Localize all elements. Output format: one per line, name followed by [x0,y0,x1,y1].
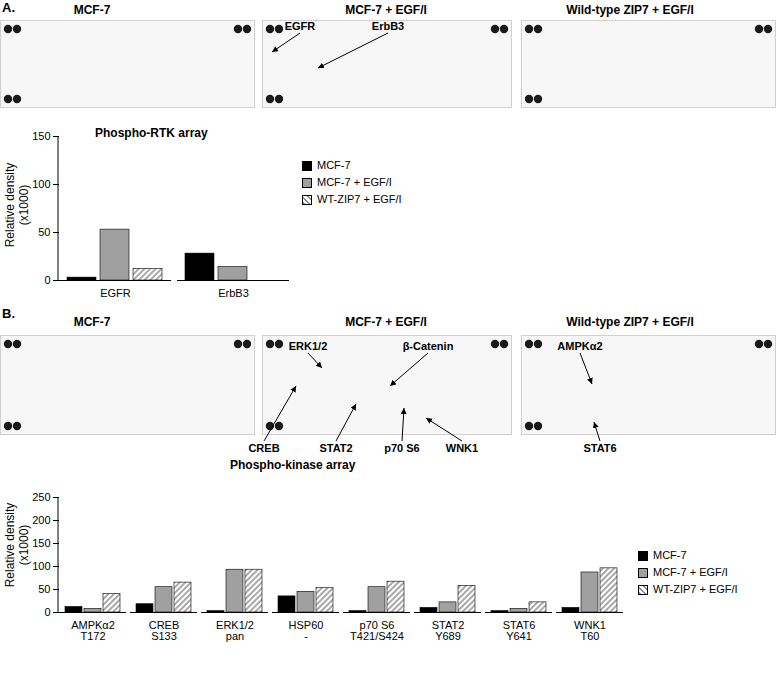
svg-text:Relative density(x1000): Relative density(x1000) [3,503,31,588]
svg-text:WNK1T60: WNK1T60 [574,619,606,642]
html-text:Phospho-RTK array: Phospho-RTK array [95,126,208,140]
svg-text:50: 50 [38,226,50,238]
svg-text:200: 200 [32,514,50,526]
svg-text:150: 150 [32,537,50,549]
svg-text:AMPKα2: AMPKα2 [557,340,602,352]
svg-text:STAT2Y689: STAT2Y689 [432,619,465,642]
svg-text:β-Catenin: β-Catenin [403,340,454,352]
svg-text:150: 150 [32,130,50,142]
svg-text:STAT2: STAT2 [319,442,352,454]
svg-text:B.: B. [2,306,15,321]
svg-text:CREBS133: CREBS133 [149,619,180,642]
svg-text:STAT6: STAT6 [583,442,616,454]
svg-text:50: 50 [38,583,50,595]
svg-text:Wild-type ZIP7 + EGF/I: Wild-type ZIP7 + EGF/I [566,3,694,17]
svg-text:MCF-7 + EGF/I: MCF-7 + EGF/I [345,3,427,17]
svg-text:250: 250 [32,491,50,503]
svg-text:MCF-7 + EGF/I: MCF-7 + EGF/I [345,315,427,329]
svg-text:0: 0 [44,606,50,618]
svg-text:p70 S6: p70 S6 [384,442,419,454]
html-text:MCF-7: MCF-7 [317,159,351,171]
svg-text:100: 100 [32,560,50,572]
svg-text:ErbB3: ErbB3 [218,287,249,299]
svg-text:p70 S6T421/S424: p70 S6T421/S424 [350,619,404,642]
html-text:MCF-7 + EGF/I: MCF-7 + EGF/I [653,566,728,578]
svg-text:EGFR: EGFR [285,20,316,32]
html-text:MCF-7 + EGF/I: MCF-7 + EGF/I [317,176,392,188]
svg-text:MCF-7: MCF-7 [74,3,111,17]
svg-text:ErbB3: ErbB3 [372,20,404,32]
svg-text:WNK1: WNK1 [446,442,478,454]
svg-text:100: 100 [32,178,50,190]
svg-text:CREB: CREB [248,442,279,454]
html-text:MCF-7: MCF-7 [653,549,687,561]
svg-text:Relative density(x1000): Relative density(x1000) [3,163,31,248]
svg-text:MCF-7: MCF-7 [74,315,111,329]
svg-text:HSP60-: HSP60- [289,619,324,642]
html-text:WT-ZIP7 + EGF/I: WT-ZIP7 + EGF/I [317,193,402,205]
html-text:Phospho-kinase array: Phospho-kinase array [230,458,356,472]
svg-text:A.: A. [2,0,15,15]
svg-text:STAT6Y641: STAT6Y641 [503,619,536,642]
html-text:WT-ZIP7 + EGF/I: WT-ZIP7 + EGF/I [653,583,738,595]
svg-text:ERK1/2: ERK1/2 [289,340,328,352]
svg-text:ERK1/2pan: ERK1/2pan [216,619,254,642]
svg-text:EGFR: EGFR [100,287,131,299]
svg-text:AMPKα2T172: AMPKα2T172 [71,619,115,642]
svg-text:0: 0 [44,274,50,286]
svg-text:Wild-type ZIP7 + EGF/I: Wild-type ZIP7 + EGF/I [566,315,694,329]
